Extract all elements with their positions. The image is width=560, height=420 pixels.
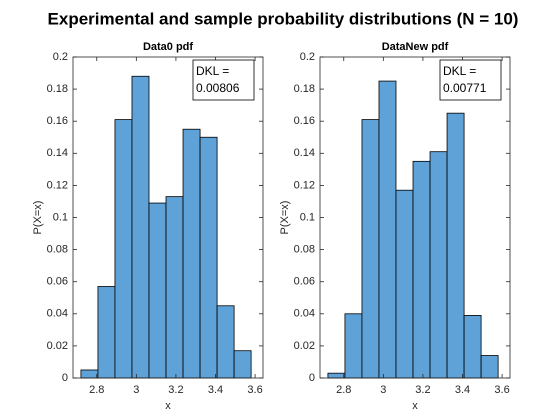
annotation-box (192, 59, 255, 101)
y-label: P(X=x) (279, 201, 291, 235)
bar (446, 112, 465, 379)
bar (344, 313, 363, 379)
x-tick-label: 3.4 (208, 384, 223, 396)
y-tick-label: 0.18 (294, 83, 315, 95)
bar (480, 355, 499, 379)
x-tick-label: 3.2 (168, 384, 183, 396)
y-tick-label: 0.18 (47, 83, 68, 95)
annotation-text: 0.00806 (196, 81, 240, 95)
y-tick-label: 0.12 (47, 179, 68, 191)
bar (378, 80, 397, 379)
y-tick-label: 0.02 (294, 340, 315, 352)
x-label: x (412, 400, 418, 412)
bar (199, 136, 218, 379)
x-tick-label: 3.6 (494, 384, 509, 396)
y-tick-label: 0.02 (47, 340, 68, 352)
bar (131, 75, 150, 379)
y-tick-label: 0.16 (47, 115, 68, 127)
y-tick-label: 0.04 (294, 308, 315, 320)
bar (361, 119, 380, 379)
y-tick-label: 0.2 (53, 51, 68, 63)
y-tick-label: 0.06 (294, 276, 315, 288)
annotation-box (439, 59, 502, 101)
axes-title: DataNew pdf (382, 41, 449, 53)
y-tick-label: 0.06 (47, 276, 68, 288)
x-tick-label: 3 (133, 384, 139, 396)
y-label: P(X=x) (32, 201, 44, 235)
axes-title: Data0 pdf (143, 41, 193, 53)
bar (412, 160, 431, 379)
x-tick-label: 3.2 (415, 384, 430, 396)
y-tick-label: 0.1 (53, 211, 68, 223)
x-tick-label: 3.4 (455, 384, 470, 396)
x-tick-label: 3 (380, 384, 386, 396)
bar (395, 189, 414, 379)
annotation-text: DKL = (443, 64, 476, 78)
bar (216, 305, 235, 379)
bar (463, 315, 482, 379)
bar (114, 119, 133, 379)
bar (148, 202, 167, 379)
bar (429, 151, 448, 379)
bar (165, 196, 184, 379)
x-tick-label: 2.8 (89, 384, 104, 396)
y-tick-label: 0.1 (300, 211, 315, 223)
bar (327, 372, 346, 379)
y-tick-label: 0.14 (294, 147, 315, 159)
bar (80, 369, 99, 379)
y-tick-label: 0.08 (294, 244, 315, 256)
figure-title: Experimental and sample probability dist… (48, 9, 519, 28)
bar (97, 286, 116, 379)
y-tick-label: 0 (309, 372, 315, 384)
x-tick-label: 3.6 (247, 384, 262, 396)
y-tick-label: 0.04 (47, 308, 68, 320)
annotation-text: 0.00771 (443, 81, 487, 95)
y-tick-label: 0.08 (47, 244, 68, 256)
annotation-text: DKL = (196, 64, 229, 78)
x-tick-label: 2.8 (336, 384, 351, 396)
y-tick-label: 0.12 (294, 179, 315, 191)
x-label: x (165, 400, 171, 412)
bar (182, 128, 201, 379)
y-tick-label: 0.2 (300, 51, 315, 63)
bar (233, 350, 252, 379)
y-tick-label: 0 (62, 372, 68, 384)
y-tick-label: 0.14 (47, 147, 68, 159)
y-tick-label: 0.16 (294, 115, 315, 127)
